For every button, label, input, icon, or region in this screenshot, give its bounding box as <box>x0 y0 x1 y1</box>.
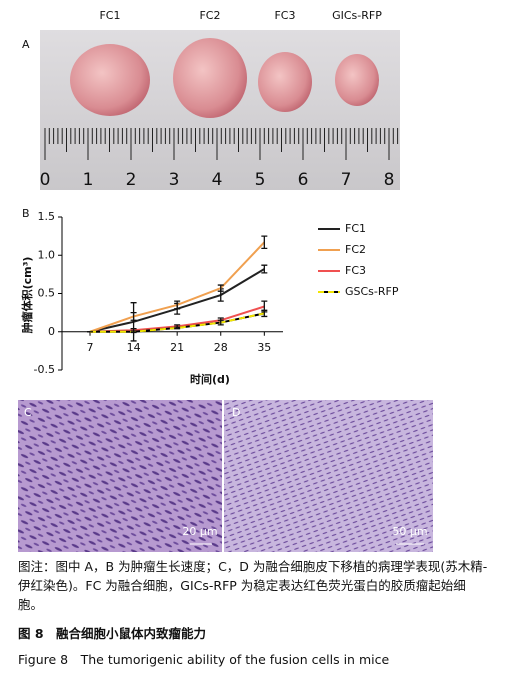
sample-label: FC1 <box>99 9 120 22</box>
figure: A C D 20 μm 50 μm FC1 FC2 FC3 GICs-RFP 0 1 2 3 4… <box>18 9 433 552</box>
ruler-number: 2 <box>126 170 137 190</box>
legend-label: FC3 <box>345 264 366 277</box>
legend-label: FC2 <box>345 243 366 256</box>
ruler-number: 6 <box>298 170 309 190</box>
sample-label: FC2 <box>199 9 220 22</box>
error-bar <box>261 264 268 274</box>
error-bar <box>130 311 137 321</box>
x-tick-label: 7 <box>87 341 94 354</box>
error-bar <box>261 309 268 318</box>
error-bar <box>174 300 181 310</box>
histology-image <box>224 400 433 552</box>
histology-image <box>18 400 222 552</box>
y-tick-label: 1.5 <box>38 210 56 223</box>
error-bar <box>261 235 268 250</box>
tumor <box>335 54 379 106</box>
x-tick-label: 21 <box>170 341 184 354</box>
ruler-number: 4 <box>212 170 223 190</box>
ruler-number: 5 <box>255 170 266 190</box>
ruler-number: 3 <box>169 170 180 190</box>
tumor <box>258 52 312 112</box>
panel-label: B <box>22 207 30 220</box>
legend-label: GSCs-RFP <box>345 285 399 298</box>
y-tick-label: 0.5 <box>38 287 56 300</box>
x-tick-label: 28 <box>214 341 228 354</box>
scale-bar-label: 20 μm <box>182 525 217 538</box>
ruler-number: 8 <box>384 170 395 190</box>
ruler <box>44 128 399 160</box>
y-tick-label: -0.5 <box>34 363 55 376</box>
y-axis-title: 肿瘤体积(cm³) <box>20 257 34 334</box>
x-tick-label: 14 <box>127 341 141 354</box>
ruler-number: 1 <box>83 170 94 190</box>
x-axis-title: 时间(d) <box>190 372 230 386</box>
caption-title-en: Figure 8 The tumorigenic ability of the … <box>18 652 390 667</box>
caption-note: 图注：图中 A，B 为肿瘤生长速度；C，D 为融合细胞皮下移植的病理学表现(苏木… <box>18 559 488 612</box>
scale-bar-label: 50 μm <box>392 525 427 538</box>
sample-label: FC3 <box>274 9 295 22</box>
x-tick-label: 35 <box>257 341 271 354</box>
tumor <box>70 44 150 116</box>
ruler-number: 7 <box>341 170 352 190</box>
ruler-number: 0 <box>40 170 51 190</box>
error-bar <box>174 326 181 330</box>
error-bar <box>217 319 224 326</box>
panel-label: D <box>232 406 240 419</box>
panel-label: C <box>24 406 32 419</box>
error-bar <box>217 284 224 292</box>
y-tick-label: 0 <box>48 325 55 338</box>
tumor <box>173 38 247 118</box>
legend-label: FC1 <box>345 222 366 235</box>
panel-label: A <box>22 38 30 51</box>
sample-label: GICs-RFP <box>332 9 382 22</box>
caption-title: 图 8 融合细胞小鼠体内致瘤能力 <box>18 626 207 641</box>
error-bar <box>130 330 137 334</box>
y-tick-label: 1.0 <box>38 248 56 261</box>
error-bar <box>130 302 137 342</box>
